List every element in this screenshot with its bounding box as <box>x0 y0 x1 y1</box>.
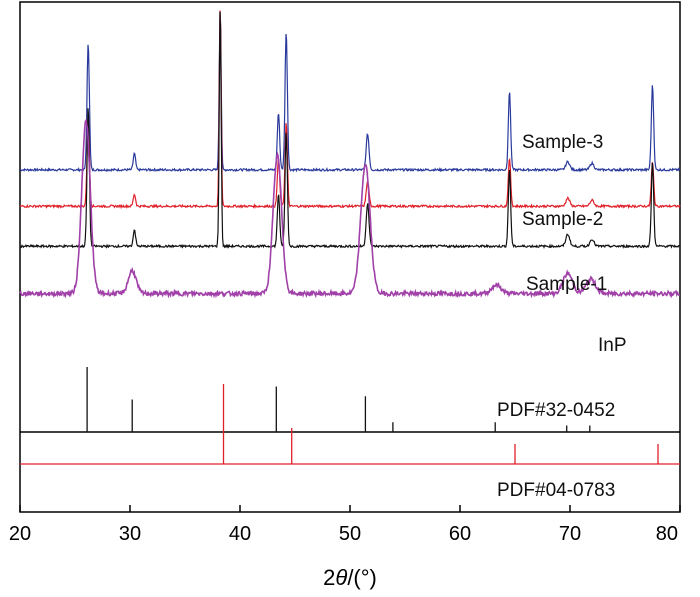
x-tick-label-70: 70 <box>559 523 581 545</box>
x-tick-label-20: 20 <box>9 523 31 545</box>
series-line-inp <box>19 118 681 299</box>
reference-label-04-0783: PDF#04-0783 <box>497 480 615 501</box>
x-ticks: 20 30 40 50 60 70 80 <box>9 505 681 545</box>
reference-layer <box>20 367 680 465</box>
x-axis-title-prefix: 2 <box>323 565 335 590</box>
series-label-sample-1: Sample-1 <box>526 274 607 295</box>
x-tick-label-30: 30 <box>119 523 141 545</box>
series-line-sample-1 <box>19 11 681 250</box>
x-tick-label-80: 80 <box>656 523 678 545</box>
series-layer <box>19 10 681 299</box>
x-axis-title: 2θ/(°) <box>323 565 377 590</box>
x-axis-title-suffix: /(°) <box>347 565 377 590</box>
x-tick-label-50: 50 <box>339 523 361 545</box>
series-label-sample-3: Sample-3 <box>522 132 603 153</box>
series-label-sample-2: Sample-2 <box>522 209 603 230</box>
series-line-sample-2 <box>19 10 681 210</box>
plot-frame <box>19 1 681 513</box>
series-line-sample-3 <box>19 10 681 173</box>
x-tick-label-60: 60 <box>449 523 471 545</box>
series-label-inp: InP <box>598 335 627 356</box>
x-tick-label-40: 40 <box>229 523 251 545</box>
reference-label-32-0452: PDF#32-0452 <box>497 400 615 421</box>
x-axis-title-theta: θ <box>335 565 347 590</box>
